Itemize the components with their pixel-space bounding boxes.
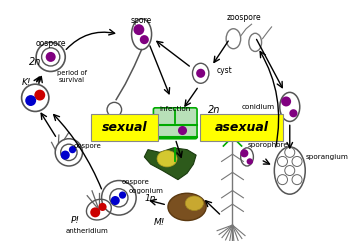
Text: spore: spore [131, 16, 152, 25]
Text: 1n: 1n [145, 194, 156, 203]
Polygon shape [144, 148, 196, 180]
Text: M!: M! [154, 218, 166, 227]
Ellipse shape [185, 196, 203, 210]
Circle shape [196, 69, 205, 78]
Text: P!: P! [71, 216, 80, 225]
Text: zoospore: zoospore [227, 13, 262, 22]
Text: asexual: asexual [215, 121, 268, 134]
Text: sporangium: sporangium [305, 154, 348, 160]
Text: infection: infection [160, 106, 191, 112]
Circle shape [46, 52, 56, 62]
Text: oogonium: oogonium [129, 187, 163, 194]
Text: period of
survival: period of survival [57, 70, 86, 83]
Circle shape [34, 90, 45, 101]
Ellipse shape [157, 150, 177, 167]
Circle shape [61, 150, 70, 160]
Circle shape [119, 192, 126, 199]
Text: sexual: sexual [102, 121, 147, 134]
Circle shape [140, 35, 149, 44]
Text: conidium: conidium [242, 104, 275, 110]
Circle shape [247, 158, 253, 165]
Text: antheridium: antheridium [66, 229, 108, 234]
Circle shape [281, 97, 291, 106]
Text: 2n: 2n [29, 57, 41, 67]
Text: oospore: oospore [74, 143, 102, 149]
Circle shape [133, 24, 144, 35]
FancyBboxPatch shape [91, 114, 158, 141]
Circle shape [178, 126, 187, 135]
Text: 2n: 2n [208, 105, 220, 115]
Text: oospore: oospore [121, 179, 149, 185]
Text: cyst: cyst [217, 66, 233, 75]
FancyBboxPatch shape [153, 108, 197, 139]
Circle shape [98, 203, 107, 211]
Text: oospore: oospore [35, 39, 66, 48]
Circle shape [111, 196, 120, 205]
Circle shape [289, 109, 298, 117]
Circle shape [69, 146, 76, 153]
Ellipse shape [168, 193, 206, 220]
Circle shape [25, 95, 36, 106]
Text: K!: K! [21, 78, 31, 87]
Text: sporophore: sporophore [248, 142, 289, 148]
Circle shape [240, 149, 248, 157]
FancyBboxPatch shape [200, 114, 284, 141]
Circle shape [90, 207, 100, 217]
